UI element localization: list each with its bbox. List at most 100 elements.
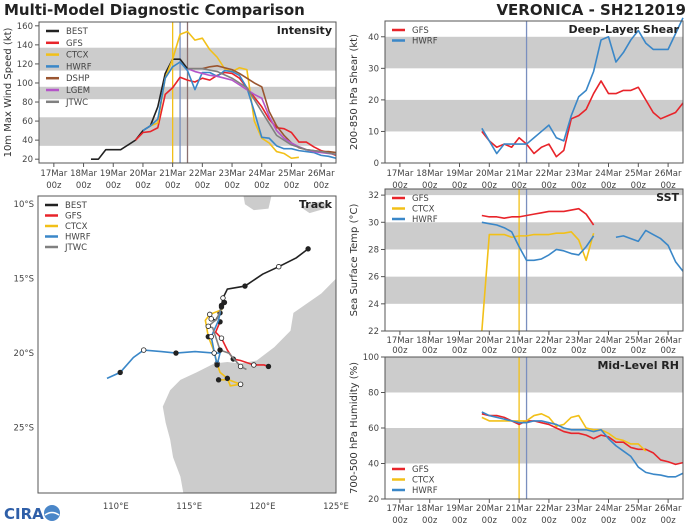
track-point xyxy=(237,381,244,388)
x-tick-day: 23Mar xyxy=(565,504,592,514)
y-tick-label: 160 xyxy=(17,22,33,32)
shaded-band xyxy=(385,99,683,132)
x-tick-hour: 00z xyxy=(392,181,408,191)
series-line-hwrf xyxy=(481,411,684,478)
series-line-gfs xyxy=(481,413,684,466)
island-land xyxy=(243,196,272,211)
x-tick-hour: 00z xyxy=(482,346,498,356)
storm-name: VERONICA - SH212019 xyxy=(496,1,686,19)
shear-panel: 17Mar 00z 18Mar 00z 19Mar 00z 20Mar 00z 21Mar 00z… xyxy=(349,17,684,191)
legend-label: CTCX xyxy=(412,205,435,215)
lon-tick-label: 120°E xyxy=(250,502,276,512)
x-tick-day: 22Mar xyxy=(189,169,216,179)
x-tick-hour: 00z xyxy=(165,181,181,191)
track-point xyxy=(117,369,123,376)
shaded-band xyxy=(385,222,683,250)
legend-label: GFS xyxy=(66,39,83,49)
track-point xyxy=(224,375,231,382)
track-point xyxy=(211,350,217,356)
series-line-hwrf xyxy=(481,221,595,262)
x-tick-day: 20Mar xyxy=(476,169,503,179)
x-tick-day: 25Mar xyxy=(625,336,652,346)
x-tick-hour: 00z xyxy=(254,181,270,191)
panel-title: SST xyxy=(656,191,679,204)
shaded-band xyxy=(385,357,683,393)
x-tick-hour: 00z xyxy=(631,346,647,356)
x-tick-day: 25Mar xyxy=(625,169,652,179)
x-tick-hour: 00z xyxy=(511,516,527,525)
x-tick-day: 19Mar xyxy=(446,336,473,346)
x-tick-hour: 00z xyxy=(392,516,408,525)
track-point xyxy=(265,363,272,370)
x-tick-day: 17Mar xyxy=(386,169,413,179)
x-tick-hour: 00z xyxy=(422,346,438,356)
x-tick-day: 20Mar xyxy=(130,169,157,179)
series-line-hwrf xyxy=(615,229,684,272)
series-line-jtwc xyxy=(187,67,337,156)
x-tick-hour: 00z xyxy=(482,516,498,525)
x-tick-hour: 00z xyxy=(195,181,211,191)
track-line-jtwc xyxy=(206,306,247,371)
series-line-gfs xyxy=(481,207,595,226)
lon-tick-label: 115°E xyxy=(176,502,202,512)
y-tick-label: 0 xyxy=(374,159,379,169)
y-tick-label: 80 xyxy=(22,98,33,108)
y-tick-label: 10 xyxy=(368,127,379,137)
x-tick-day: 26Mar xyxy=(655,336,682,346)
lat-tick-label: 10°S xyxy=(14,200,34,210)
y-axis-label: 200-850 hPa Shear (kt) xyxy=(349,34,360,150)
x-tick-hour: 00z xyxy=(571,346,587,356)
shaded-band xyxy=(385,36,683,69)
x-tick-day: 18Mar xyxy=(416,504,443,514)
x-tick-hour: 00z xyxy=(76,181,92,191)
x-tick-hour: 00z xyxy=(660,516,676,525)
y-axis-label: 700-500 hPa Humidity (%) xyxy=(349,362,360,494)
x-tick-hour: 00z xyxy=(571,181,587,191)
track-point xyxy=(217,347,223,353)
lat-tick-label: 20°S xyxy=(14,349,34,359)
y-tick-label: 40 xyxy=(22,136,33,146)
legend-label: GFS xyxy=(65,212,82,222)
track-point xyxy=(207,311,213,318)
track-point xyxy=(214,362,220,368)
y-tick-label: 20 xyxy=(368,495,379,505)
series-line-ctcx xyxy=(481,231,595,332)
track-point xyxy=(140,347,147,353)
x-tick-day: 19Mar xyxy=(446,169,473,179)
track-point xyxy=(305,246,311,252)
legend-label: LGEM xyxy=(66,86,90,96)
legend-label: JTWC xyxy=(65,98,88,108)
legend-label: GFS xyxy=(412,194,429,204)
x-tick-day: 25Mar xyxy=(278,169,305,179)
x-tick-day: 20Mar xyxy=(476,336,503,346)
series-line-ctcx xyxy=(150,30,299,160)
track-point xyxy=(205,323,211,329)
legend-label: GFS xyxy=(412,26,429,36)
x-tick-hour: 00z xyxy=(392,346,408,356)
track-point xyxy=(218,304,225,310)
x-tick-hour: 00z xyxy=(541,516,557,525)
x-tick-day: 23Mar xyxy=(565,336,592,346)
x-tick-hour: 00z xyxy=(422,516,438,525)
x-tick-hour: 00z xyxy=(660,181,676,191)
legend-label: DSHP xyxy=(66,74,89,84)
logo-text: CIRA xyxy=(4,505,44,523)
shaded-band xyxy=(385,189,683,196)
rh-panel: 17Mar 00z 18Mar 00z 19Mar 00z 20Mar 00z 21Mar 00z… xyxy=(349,353,684,525)
lat-tick-label: 15°S xyxy=(14,275,34,285)
x-tick-hour: 00z xyxy=(135,181,151,191)
x-tick-day: 21Mar xyxy=(506,336,533,346)
y-tick-label: 20 xyxy=(22,155,33,165)
x-tick-hour: 00z xyxy=(631,181,647,191)
x-tick-day: 21Mar xyxy=(506,169,533,179)
x-tick-day: 17Mar xyxy=(386,504,413,514)
x-tick-hour: 00z xyxy=(284,181,300,191)
track-point xyxy=(218,335,225,341)
y-tick-label: 28 xyxy=(368,245,379,255)
y-tick-label: 40 xyxy=(368,460,379,470)
x-tick-hour: 00z xyxy=(511,346,527,356)
y-tick-label: 26 xyxy=(368,273,379,283)
track-point xyxy=(251,362,257,368)
x-tick-hour: 00z xyxy=(601,181,617,191)
